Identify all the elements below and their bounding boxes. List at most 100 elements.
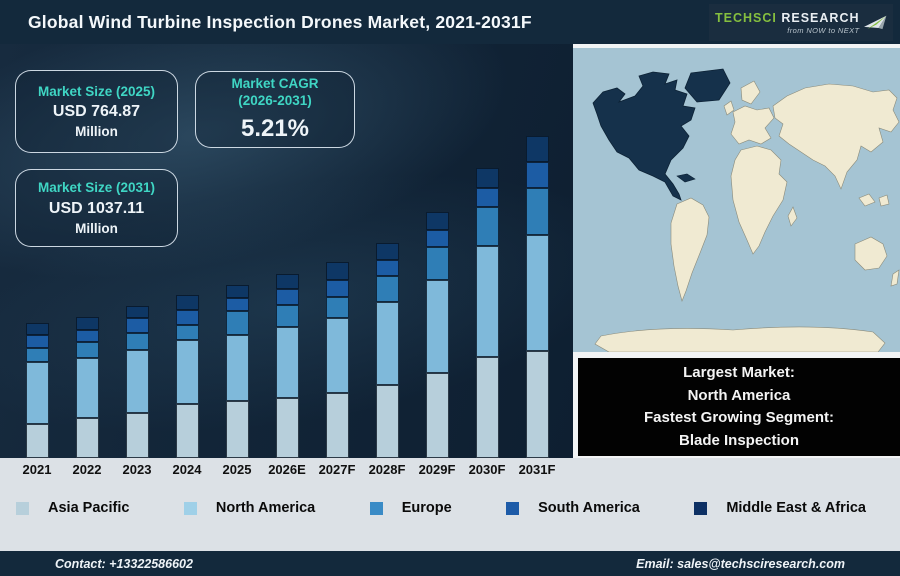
map-scandinavia <box>740 80 761 105</box>
x-axis-label-2028F: 2028F <box>368 462 406 477</box>
bar-segment-north-america <box>25 362 49 424</box>
bar-segment-europe <box>275 305 299 327</box>
bar-segment-middle-east-africa <box>25 323 49 335</box>
legend-label: Asia Pacific <box>48 500 130 516</box>
bar-segment-middle-east-africa <box>175 295 199 310</box>
x-axis-label-2024: 2024 <box>172 462 202 477</box>
bar-segment-south-america <box>75 330 99 342</box>
map-antarctica <box>594 326 886 353</box>
bar-segment-europe <box>225 311 249 335</box>
note-largest-market-label: Largest Market: <box>683 364 795 381</box>
right-column: Largest Market: North America Fastest Gr… <box>573 44 900 458</box>
bar-segment-south-america <box>275 289 299 305</box>
bar-segment-europe <box>75 342 99 358</box>
card-value: USD 764.87 <box>52 103 141 121</box>
bar-segment-europe <box>325 297 349 318</box>
map-madagascar <box>787 206 798 227</box>
note-largest-market-value: North America <box>687 386 791 404</box>
bar-2022 <box>75 317 99 458</box>
market-size-2031-card: Market Size (2031) USD 1037.11 Million <box>15 169 178 247</box>
footer-contact: Contact: +13322586602 <box>55 556 193 571</box>
bar-segment-south-america <box>25 335 49 348</box>
bar-2027F <box>325 262 349 458</box>
map-philippines <box>878 194 890 207</box>
bar-segment-north-america <box>425 280 449 373</box>
legend-item-middle-east-africa: Middle East & Africa <box>694 500 866 516</box>
legend-swatch-icon <box>16 501 29 515</box>
page-title: Global Wind Turbine Inspection Drones Ma… <box>28 11 532 32</box>
bar-segment-middle-east-africa <box>275 274 299 289</box>
map-africa <box>730 145 788 255</box>
x-axis-label-2025: 2025 <box>222 462 252 477</box>
legend-swatch-icon <box>506 501 520 515</box>
bar-segment-south-america <box>325 280 349 297</box>
map-europe <box>730 105 775 145</box>
bar-segment-north-america <box>325 318 349 393</box>
bar-2024 <box>175 295 199 458</box>
map-australia <box>854 236 888 271</box>
market-size-2025-card: Market Size (2025) USD 764.87 Million <box>15 70 178 153</box>
bar-2028F <box>375 243 399 458</box>
brand-name-primary: TechSci <box>715 10 777 25</box>
bar-segment-europe <box>25 348 49 362</box>
legend-swatch-icon <box>369 501 383 515</box>
brand-logo: TechSci Research from NOW to NEXT <box>709 4 893 41</box>
bar-segment-middle-east-africa <box>425 212 449 230</box>
card-label-2: (2026-2031) <box>238 93 312 108</box>
bar-segment-north-america <box>525 235 549 351</box>
card-value: 5.21% <box>240 114 310 142</box>
bar-segment-middle-east-africa <box>525 136 549 162</box>
bar-segment-north-america <box>125 350 149 413</box>
legend-swatch-icon <box>694 501 708 515</box>
legend-label: North America <box>215 500 316 516</box>
card-value: USD 1037.11 <box>48 199 145 217</box>
x-axis-label-2026E: 2026E <box>268 462 306 477</box>
card-unit: Million <box>75 220 118 236</box>
footer-email: Email: sales@techsciresearch.com <box>636 556 845 571</box>
bar-segment-asia-pacific <box>475 357 499 458</box>
footer-bar: Contact: +13322586602 Email: sales@techs… <box>0 551 900 576</box>
bar-segment-europe <box>375 276 399 302</box>
bar-2025 <box>225 285 249 458</box>
brand-tagline: from NOW to NEXT <box>787 25 860 35</box>
note-fastest-segment-label: Fastest Growing Segment: <box>643 409 835 426</box>
bar-segment-middle-east-africa <box>125 306 149 318</box>
map-south-america <box>670 197 710 302</box>
bar-segment-south-america <box>525 162 549 188</box>
bar-segment-asia-pacific <box>125 413 149 458</box>
bar-segment-south-america <box>375 260 399 276</box>
chart-panel: Market Size (2025) USD 764.87 Million Ma… <box>0 44 573 458</box>
map-uk <box>723 100 735 116</box>
legend-label: Middle East & Africa <box>726 500 866 516</box>
x-axis-label-2023: 2023 <box>122 462 152 477</box>
bar-segment-middle-east-africa <box>225 285 249 298</box>
map-asia <box>772 83 900 190</box>
bar-segment-middle-east-africa <box>75 317 99 330</box>
bottom-strip: 2021 2022 2023 2024 2025 2026E 2027F 2028F 2029F… <box>0 458 900 551</box>
card-label: Market Size (2031) <box>37 180 156 196</box>
bar-segment-south-america <box>225 298 249 311</box>
bar-segment-north-america <box>275 327 299 398</box>
brand-arrow-icon <box>863 15 886 29</box>
bar-segment-north-america <box>75 358 99 418</box>
legend-item-south-america: South America <box>506 500 640 516</box>
bar-segment-north-america <box>175 340 199 404</box>
brand-name-secondary: Research <box>781 10 860 25</box>
x-axis-label-2030F: 2030F <box>468 462 506 477</box>
chart-legend: Asia Pacific North America Europe South Ame… <box>0 500 900 516</box>
legend-item-north-america: North America <box>183 500 316 516</box>
brand-logo-text: TechSci Research from NOW to NEXT <box>715 11 860 35</box>
note-fastest-segment-value: Blade Inspection <box>678 431 800 449</box>
bar-segment-europe <box>175 325 199 340</box>
map-new-zealand <box>890 269 900 287</box>
map-caribbean-highlight <box>676 173 696 183</box>
x-axis-label-2027F: 2027F <box>318 462 356 477</box>
bar-segment-middle-east-africa <box>325 262 349 280</box>
bar-segment-asia-pacific <box>75 418 99 458</box>
x-axis-label-2031F: 2031F <box>518 462 556 477</box>
bar-segment-south-america <box>425 230 449 247</box>
x-axis-label-2022: 2022 <box>72 462 102 477</box>
bar-segment-asia-pacific <box>525 351 549 458</box>
x-axis-label-2021: 2021 <box>22 462 52 477</box>
